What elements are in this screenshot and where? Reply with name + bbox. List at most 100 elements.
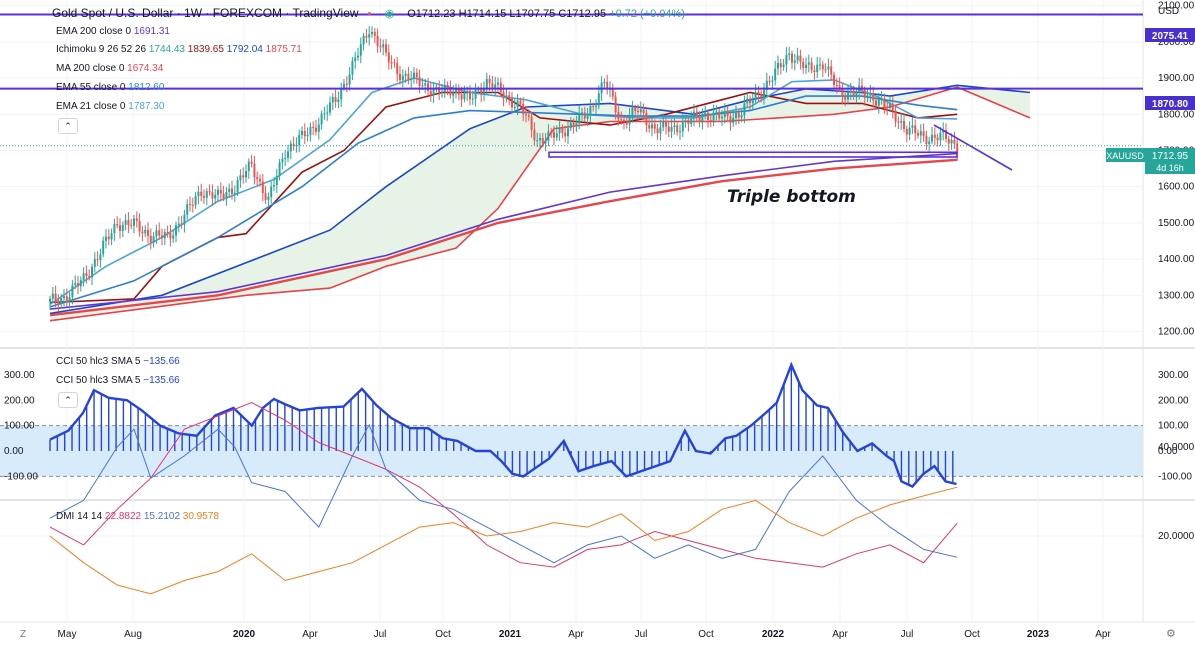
candle-body[interactable]: [891, 103, 894, 111]
candle-body[interactable]: [432, 89, 435, 96]
candle-body[interactable]: [471, 98, 474, 100]
candle-body[interactable]: [326, 112, 329, 114]
candle-body[interactable]: [407, 73, 410, 81]
candle-body[interactable]: [107, 236, 110, 240]
candle-body[interactable]: [779, 62, 782, 68]
candle-body[interactable]: [99, 254, 102, 261]
candle-body[interactable]: [480, 89, 483, 95]
candle-body[interactable]: [956, 143, 959, 153]
candle-body[interactable]: [816, 64, 819, 73]
candle-body[interactable]: [49, 298, 51, 302]
candle-body[interactable]: [572, 122, 575, 126]
candle-body[interactable]: [561, 127, 564, 133]
candle-body[interactable]: [905, 129, 908, 135]
chart-title[interactable]: Gold Spot / U.S. Dollar · 1W · FOREXCOM …: [52, 6, 359, 20]
candle-body[interactable]: [79, 280, 82, 287]
candle-body[interactable]: [141, 231, 144, 234]
candle-body[interactable]: [768, 80, 771, 82]
collapse-legend-button[interactable]: ⌃: [58, 118, 78, 134]
candle-body[interactable]: [553, 131, 555, 138]
candle-body[interactable]: [222, 193, 225, 199]
candle-body[interactable]: [751, 100, 754, 104]
candle-body[interactable]: [567, 128, 569, 137]
candle-body[interactable]: [740, 115, 743, 118]
candle-body[interactable]: [757, 92, 760, 94]
candle-body[interactable]: [651, 124, 653, 129]
candle-body[interactable]: [583, 112, 586, 119]
candle-body[interactable]: [236, 180, 239, 193]
candle-body[interactable]: [396, 63, 399, 74]
candle-body[interactable]: [376, 35, 379, 47]
candle-body[interactable]: [662, 121, 665, 128]
candle-body[interactable]: [96, 259, 99, 261]
candle-body[interactable]: [60, 298, 63, 305]
candle-body[interactable]: [371, 32, 373, 35]
candle-body[interactable]: [947, 138, 950, 144]
candle-body[interactable]: [463, 93, 466, 100]
candle-body[interactable]: [875, 100, 877, 106]
candle-body[interactable]: [91, 266, 93, 278]
candle-body[interactable]: [180, 223, 183, 225]
candle-body[interactable]: [368, 34, 371, 38]
candle-body[interactable]: [847, 92, 849, 100]
candle-body[interactable]: [183, 214, 186, 225]
candle-body[interactable]: [404, 73, 407, 76]
candle-body[interactable]: [65, 296, 68, 302]
candle-body[interactable]: [261, 181, 264, 194]
candle-body[interactable]: [844, 96, 847, 100]
candle-body[interactable]: [575, 123, 578, 126]
candle-body[interactable]: [449, 87, 452, 96]
market-status-icon[interactable]: ◉: [384, 8, 395, 20]
candle-body[interactable]: [457, 88, 460, 95]
candle-body[interactable]: [387, 52, 390, 63]
candle-body[interactable]: [880, 99, 883, 101]
candle-body[interactable]: [343, 83, 345, 88]
candle-body[interactable]: [323, 113, 326, 115]
candle-body[interactable]: [116, 224, 119, 226]
candle-body[interactable]: [569, 122, 572, 129]
candle-body[interactable]: [74, 283, 77, 286]
ema55-line[interactable]: [49, 95, 958, 308]
candle-body[interactable]: [203, 195, 205, 198]
candle-body[interactable]: [919, 131, 922, 136]
candle-body[interactable]: [429, 90, 432, 96]
candle-body[interactable]: [348, 74, 351, 85]
candle-body[interactable]: [133, 218, 135, 226]
candle-body[interactable]: [833, 74, 835, 85]
candle-body[interactable]: [597, 93, 600, 106]
candle-body[interactable]: [611, 88, 614, 97]
candle-body[interactable]: [345, 83, 348, 85]
candle-body[interactable]: [331, 97, 334, 103]
candle-body[interactable]: [205, 191, 208, 198]
candle-body[interactable]: [488, 78, 491, 84]
candle-body[interactable]: [172, 235, 175, 239]
candle-body[interactable]: [399, 73, 401, 81]
candle-body[interactable]: [410, 78, 413, 81]
candle-body[interactable]: [589, 105, 592, 116]
candle-body[interactable]: [208, 191, 211, 193]
candle-body[interactable]: [746, 98, 749, 104]
candle-body[interactable]: [219, 189, 222, 194]
candle-body[interactable]: [617, 112, 620, 119]
candle-body[interactable]: [127, 220, 130, 226]
candle-body[interactable]: [253, 163, 256, 178]
candle-body[interactable]: [200, 191, 203, 196]
candle-body[interactable]: [810, 62, 813, 71]
candle-body[interactable]: [903, 120, 905, 130]
candle-body[interactable]: [869, 93, 872, 96]
candle-body[interactable]: [754, 92, 757, 101]
legend-ichimoku[interactable]: Ichimoku 9 26 52 26 1744.43 1839.65 1792…: [56, 44, 302, 55]
flag-icon[interactable]: ▪: [367, 8, 372, 20]
candle-body[interactable]: [138, 221, 141, 232]
candle-body[interactable]: [791, 53, 793, 63]
candle-body[interactable]: [676, 125, 679, 133]
candle-body[interactable]: [863, 89, 866, 98]
candle-body[interactable]: [656, 128, 659, 134]
candle-body[interactable]: [189, 204, 191, 206]
candle-body[interactable]: [499, 82, 502, 93]
candle-body[interactable]: [628, 115, 631, 125]
candle-body[interactable]: [105, 236, 107, 241]
candle-body[interactable]: [124, 220, 127, 225]
candle-body[interactable]: [519, 100, 522, 104]
candle-body[interactable]: [427, 83, 429, 91]
